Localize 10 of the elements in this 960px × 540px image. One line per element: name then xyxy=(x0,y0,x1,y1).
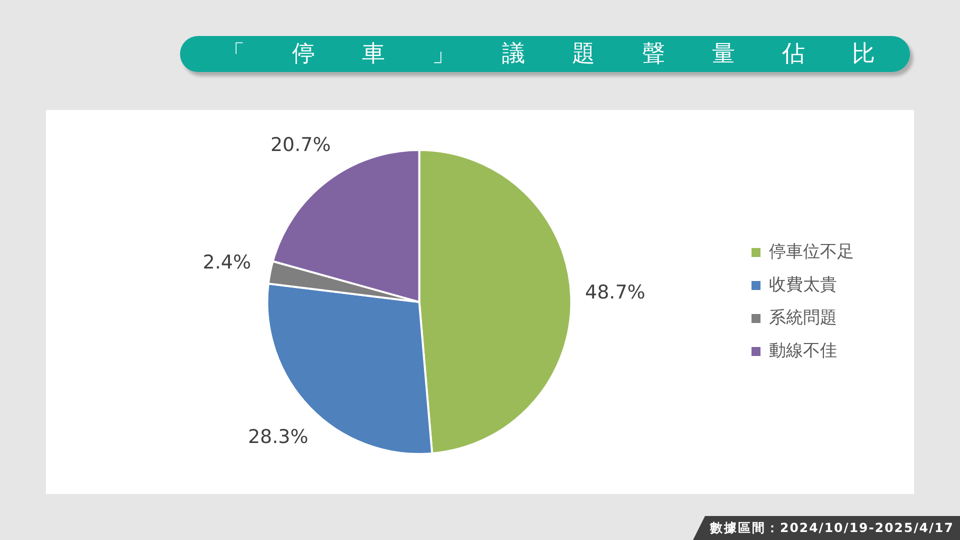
legend-label: 停車位不足 xyxy=(769,242,854,262)
chart-title: 「停車」議題聲量佔比 xyxy=(222,40,922,68)
data-label: 2.4% xyxy=(202,252,252,274)
legend-label: 動線不佳 xyxy=(769,340,837,361)
legend-label: 系統問題 xyxy=(769,308,837,328)
text: 數據區間：2024/10/19-2025/4/17 xyxy=(710,519,954,537)
data-label: 48.7% xyxy=(584,282,646,304)
data-label: 20.7% xyxy=(270,134,331,156)
data-label: 28.3% xyxy=(248,426,308,448)
legend-label: 收費太貴 xyxy=(769,274,837,295)
